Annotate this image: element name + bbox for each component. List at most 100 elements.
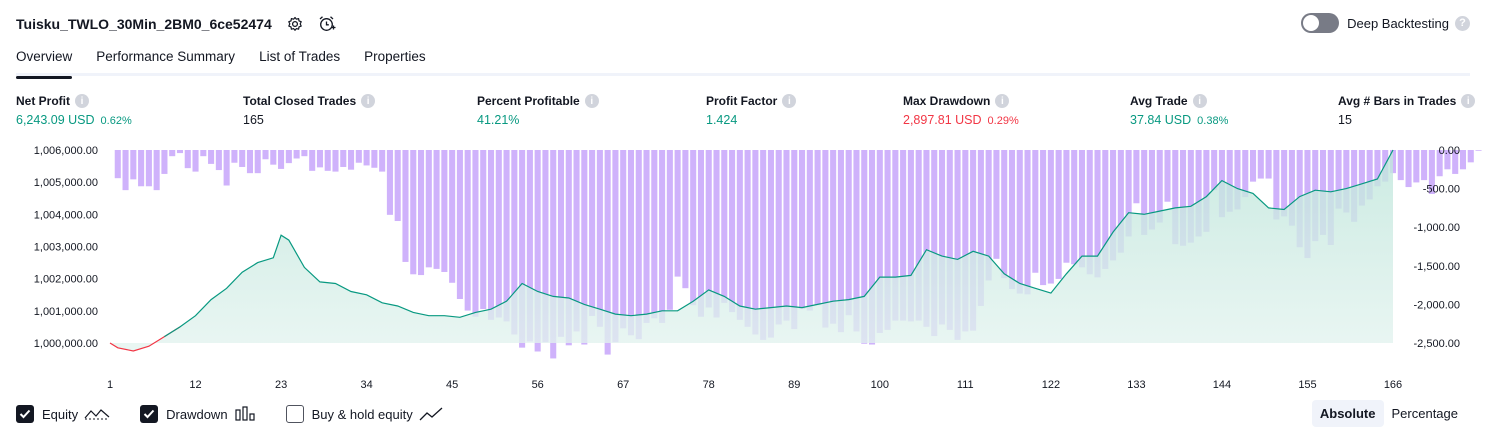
x-tick-label: 34 bbox=[360, 379, 372, 391]
drawdown-bar bbox=[425, 150, 432, 268]
drawdown-bar bbox=[1358, 150, 1365, 206]
drawdown-bar bbox=[239, 150, 246, 167]
info-icon[interactable]: i bbox=[75, 94, 89, 108]
drawdown-bar bbox=[643, 150, 650, 323]
y-left-tick-label: 1,004,000.00 bbox=[34, 209, 98, 221]
drawdown-bar bbox=[176, 150, 184, 154]
drawdown-bar bbox=[1257, 150, 1264, 179]
y-right-tick-label: 0.00 bbox=[1439, 145, 1460, 157]
metric-value: 165 bbox=[243, 113, 264, 127]
y-left-tick-label: 1,006,000.00 bbox=[34, 145, 98, 157]
legend-drawdown[interactable]: Drawdown bbox=[140, 405, 255, 423]
toggle-knob bbox=[1303, 15, 1320, 31]
settings-icon[interactable] bbox=[286, 15, 304, 33]
drawdown-bar bbox=[386, 150, 393, 215]
metric-net-profit: Net Profit i 6,243.09 USD 0.62% bbox=[16, 94, 132, 127]
legend-equity[interactable]: Equity bbox=[16, 405, 110, 423]
drawdown-bar bbox=[495, 150, 502, 318]
percentage-button[interactable]: Percentage bbox=[1391, 406, 1459, 421]
drawdown-checkbox[interactable] bbox=[140, 405, 159, 423]
drawdown-bar bbox=[604, 150, 611, 355]
info-icon[interactable]: i bbox=[995, 94, 1010, 108]
help-icon[interactable]: ? bbox=[1455, 15, 1470, 31]
drawdown-bar bbox=[231, 150, 238, 163]
metric-max-drawdown: Max Drawdown i 2,897.81 USD 0.29% bbox=[903, 94, 1019, 127]
drawdown-bar bbox=[690, 150, 697, 306]
drawdown-bar bbox=[892, 150, 899, 321]
drawdown-bar bbox=[511, 150, 518, 335]
metric-percent: 0.38% bbox=[1197, 115, 1229, 127]
drawdown-bar bbox=[1203, 150, 1210, 232]
drawdown-bar bbox=[589, 150, 596, 316]
drawdown-bar bbox=[557, 150, 565, 337]
drawdown-bar bbox=[1078, 150, 1086, 268]
drawdown-bar bbox=[946, 150, 953, 330]
metric-percent: 0.62% bbox=[100, 115, 132, 127]
drawdown-bar bbox=[659, 150, 666, 323]
add-alert-icon[interactable] bbox=[318, 15, 336, 33]
metric-profit-factor: Profit Factor i 1.424 bbox=[706, 94, 797, 127]
tab-list-of-trades[interactable]: List of Trades bbox=[259, 49, 341, 64]
drawdown-bar bbox=[620, 150, 627, 329]
info-icon[interactable]: i bbox=[1192, 94, 1207, 108]
drawdown-bar bbox=[449, 150, 456, 283]
drawdown-bar bbox=[1366, 150, 1373, 200]
absolute-button[interactable]: Absolute bbox=[1311, 400, 1384, 427]
drawdown-bar bbox=[1141, 150, 1148, 235]
drawdown-bar bbox=[122, 150, 129, 191]
drawdown-bar bbox=[371, 150, 378, 168]
tab-performance-summary[interactable]: Performance Summary bbox=[96, 49, 236, 64]
drawdown-bar bbox=[355, 150, 362, 163]
drawdown-bar bbox=[799, 150, 806, 310]
drawdown-bar bbox=[1459, 150, 1467, 170]
info-icon[interactable]: i bbox=[1461, 94, 1476, 108]
drawdown-bar bbox=[1164, 150, 1171, 202]
drawdown-bar bbox=[861, 150, 868, 344]
drawdown-bar bbox=[316, 150, 323, 168]
equity-checkbox[interactable] bbox=[16, 405, 34, 423]
info-icon[interactable]: i bbox=[361, 94, 376, 108]
x-tick-label: 1 bbox=[107, 379, 113, 391]
drawdown-bar bbox=[705, 150, 712, 308]
drawdown-bar bbox=[278, 150, 285, 169]
deep-backtesting-control: Deep Backtesting ? bbox=[1301, 13, 1470, 33]
legend-buy-hold[interactable]: Buy & hold equity bbox=[285, 405, 443, 423]
legend-label: Buy & hold equity bbox=[311, 406, 413, 422]
tab-properties[interactable]: Properties bbox=[364, 49, 426, 64]
drawdown-bar bbox=[1265, 150, 1272, 179]
drawdown-bar bbox=[814, 150, 821, 306]
drawdown-bar bbox=[721, 150, 728, 303]
metric-label: Avg # Bars in Trades bbox=[1338, 94, 1457, 108]
tab-overview[interactable]: Overview bbox=[16, 44, 73, 79]
drawdown-bar bbox=[1335, 150, 1342, 209]
buy-hold-checkbox[interactable] bbox=[285, 405, 304, 423]
x-tick-label: 67 bbox=[617, 379, 629, 391]
drawdown-bar bbox=[791, 150, 798, 330]
metric-label: Max Drawdown bbox=[903, 94, 991, 108]
drawdown-bar bbox=[1195, 150, 1202, 237]
drawdown-bar bbox=[1250, 150, 1257, 182]
x-tick-label: 155 bbox=[1298, 379, 1316, 391]
drawdown-bar bbox=[332, 150, 339, 172]
legend-label: Drawdown bbox=[166, 406, 228, 422]
equity-drawdown-chart[interactable]: 1,006,000.00 1,005,000.00 1,004,000.00 1,00… bbox=[0, 0, 1486, 400]
drawdown-bar bbox=[923, 150, 930, 327]
x-tick-label: 23 bbox=[275, 379, 287, 391]
info-icon[interactable]: i bbox=[782, 94, 797, 108]
drawdown-bar bbox=[130, 150, 137, 180]
drawdown-bar bbox=[534, 150, 541, 352]
drawdown-bar bbox=[184, 150, 191, 169]
drawdown-bar bbox=[1413, 150, 1420, 183]
drawdown-bar bbox=[1475, 150, 1482, 151]
x-tick-label: 89 bbox=[788, 379, 800, 391]
drawdown-bar bbox=[246, 150, 253, 174]
info-icon[interactable]: i bbox=[584, 94, 599, 108]
drawdown-bar bbox=[868, 150, 876, 345]
drawdown-bar bbox=[1452, 150, 1459, 174]
deep-backtesting-toggle[interactable] bbox=[1301, 13, 1340, 33]
metric-avg-trade: Avg Trade i 37.84 USD 0.38% bbox=[1130, 94, 1228, 127]
drawdown-bar bbox=[627, 150, 635, 336]
metric-percent: 0.29% bbox=[987, 115, 1019, 127]
y-left-tick-label: 1,005,000.00 bbox=[34, 177, 98, 189]
drawdown-bar bbox=[293, 150, 300, 159]
